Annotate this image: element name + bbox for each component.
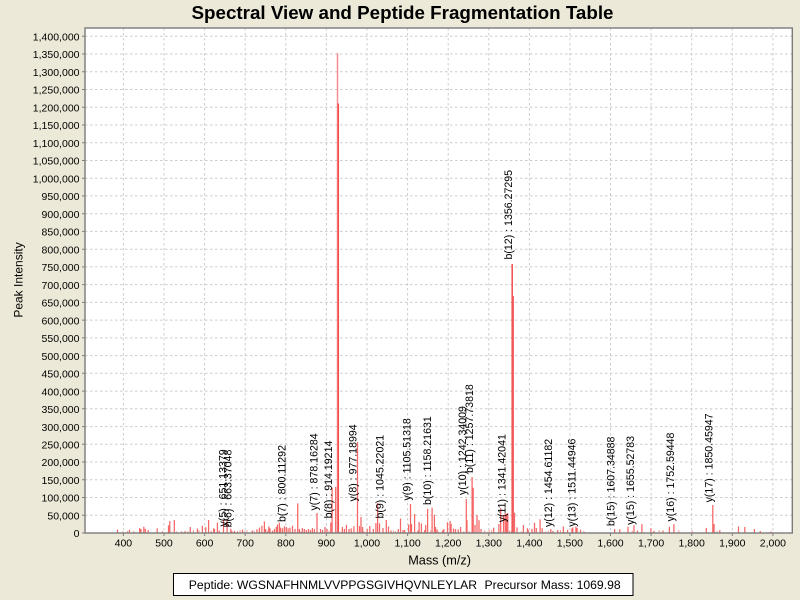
svg-text:y(8) : 977.18994: y(8) : 977.18994	[347, 424, 359, 501]
svg-text:1,000: 1,000	[354, 538, 380, 550]
svg-text:y(16) : 1752.59448: y(16) : 1752.59448	[665, 432, 677, 521]
svg-text:1,150,000: 1,150,000	[33, 120, 80, 132]
svg-text:b(8) : 914.19214: b(8) : 914.19214	[323, 441, 335, 519]
svg-text:350,000: 350,000	[42, 404, 80, 416]
svg-text:b(11) : 1257.73818: b(11) : 1257.73818	[464, 384, 476, 473]
svg-text:Peak Intensity: Peak Intensity	[11, 242, 25, 317]
svg-text:700,000: 700,000	[42, 280, 80, 292]
svg-text:y(17) : 1850.45947: y(17) : 1850.45947	[704, 413, 716, 502]
svg-text:1,100: 1,100	[394, 538, 420, 550]
svg-text:400,000: 400,000	[42, 386, 80, 398]
svg-text:650,000: 650,000	[42, 298, 80, 310]
svg-text:y(13) : 1511.44946: y(13) : 1511.44946	[567, 438, 579, 526]
svg-text:200,000: 200,000	[42, 457, 80, 469]
svg-text:Mass (m/z): Mass (m/z)	[408, 554, 471, 568]
svg-text:150,000: 150,000	[42, 475, 80, 487]
svg-text:1,400: 1,400	[516, 538, 542, 550]
svg-text:800,000: 800,000	[42, 244, 80, 256]
svg-text:550,000: 550,000	[42, 333, 80, 345]
svg-text:1,200: 1,200	[435, 538, 461, 550]
svg-text:600,000: 600,000	[42, 315, 80, 327]
svg-text:1,000,000: 1,000,000	[33, 173, 80, 185]
svg-text:50,000: 50,000	[47, 511, 79, 523]
svg-text:y(15) : 1655.52783: y(15) : 1655.52783	[625, 436, 637, 525]
svg-text:y(7) : 878.16284: y(7) : 878.16284	[309, 433, 321, 510]
svg-text:750,000: 750,000	[42, 262, 80, 274]
svg-text:1,500: 1,500	[557, 538, 583, 550]
svg-text:900: 900	[318, 538, 336, 550]
svg-text:1,600: 1,600	[597, 538, 623, 550]
svg-text:1,200,000: 1,200,000	[33, 102, 80, 114]
svg-text:1,050,000: 1,050,000	[33, 156, 80, 168]
svg-text:1,800: 1,800	[679, 538, 705, 550]
svg-text:b(10) : 1158.21631: b(10) : 1158.21631	[422, 416, 434, 505]
svg-text:900,000: 900,000	[42, 209, 80, 221]
svg-text:1,250,000: 1,250,000	[33, 85, 80, 97]
svg-text:250,000: 250,000	[42, 440, 80, 452]
svg-text:1,700: 1,700	[638, 538, 664, 550]
svg-text:Spectral View and Peptide Frag: Spectral View and Peptide Fragmentation …	[192, 2, 614, 23]
svg-text:1,400,000: 1,400,000	[33, 32, 80, 44]
svg-text:b(9) : 1045.22021: b(9) : 1045.22021	[375, 435, 387, 519]
svg-text:y(11) : 1341.42041: y(11) : 1341.42041	[497, 434, 509, 522]
svg-text:1,350,000: 1,350,000	[33, 49, 80, 61]
svg-text:b(7) : 800.11292: b(7) : 800.11292	[277, 445, 289, 522]
svg-text:500: 500	[155, 538, 173, 550]
svg-text:600: 600	[196, 538, 214, 550]
svg-text:1,300: 1,300	[476, 538, 502, 550]
svg-text:b(12) : 1356.27295: b(12) : 1356.27295	[503, 170, 515, 260]
svg-text:Precursor Mass: 1069.98: Precursor Mass: 1069.98	[485, 578, 621, 592]
svg-text:100,000: 100,000	[42, 493, 80, 505]
svg-text:450,000: 450,000	[42, 369, 80, 381]
svg-text:700: 700	[236, 538, 254, 550]
svg-text:2,000: 2,000	[760, 538, 786, 550]
svg-text:400: 400	[115, 538, 133, 550]
svg-text:850,000: 850,000	[42, 227, 80, 239]
svg-text:0: 0	[74, 528, 80, 540]
svg-text:y(12) : 1454.61182: y(12) : 1454.61182	[543, 439, 555, 527]
svg-text:950,000: 950,000	[42, 191, 80, 203]
svg-text:Peptide: WGSNAFHNMLVVPPGSGIVHQ: Peptide: WGSNAFHNMLVVPPGSGIVHQVNLEYLAR	[189, 578, 477, 592]
svg-text:500,000: 500,000	[42, 351, 80, 363]
svg-text:800: 800	[277, 538, 295, 550]
svg-text:1,300,000: 1,300,000	[33, 67, 80, 79]
svg-text:y(9) : 1105.51318: y(9) : 1105.51318	[402, 418, 414, 500]
svg-text:y(10) : 1242.34009: y(10) : 1242.34009	[457, 406, 469, 495]
svg-text:y(5) : 651.13379: y(5) : 651.13379	[217, 449, 229, 526]
svg-text:b(6) : 663.37048: b(6) : 663.37048	[222, 450, 234, 528]
svg-text:1,900: 1,900	[719, 538, 745, 550]
svg-text:300,000: 300,000	[42, 422, 80, 434]
svg-text:1,100,000: 1,100,000	[33, 138, 80, 150]
svg-text:b(15) : 1607.34888: b(15) : 1607.34888	[605, 436, 617, 526]
